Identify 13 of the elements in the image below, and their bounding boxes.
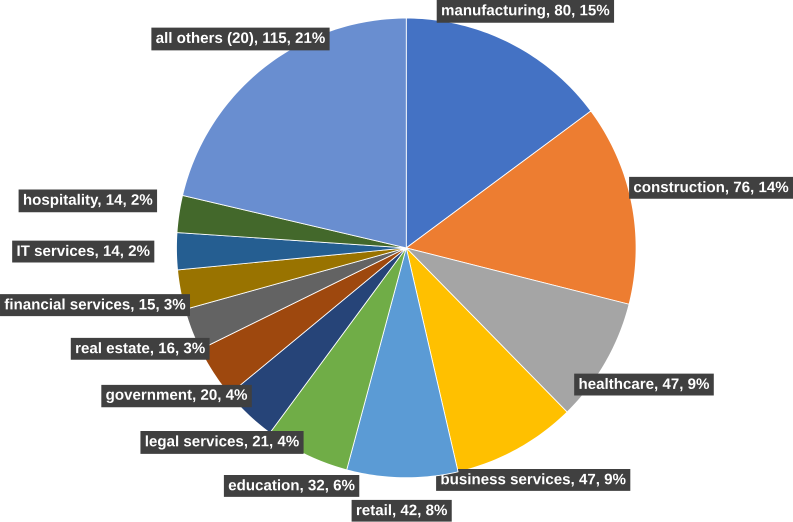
slice-label: financial services, 15, 3%: [4, 298, 186, 312]
slice-label: government, 20, 4%: [106, 389, 248, 404]
slice-label: legal services, 21, 4%: [146, 435, 299, 450]
slice-label: retail, 42, 8%: [356, 504, 448, 518]
slice-label: real estate, 16, 3%: [76, 342, 205, 356]
slice-label: all others (20), 115, 21%: [156, 32, 325, 46]
slice-label: business services, 47, 9%: [441, 473, 626, 487]
slice-label: construction, 76, 14%: [634, 181, 788, 195]
slice-label: IT services, 14, 2%: [17, 245, 150, 258]
slice-label: manufacturing, 80, 15%: [442, 4, 610, 19]
slice-label: healthcare, 47, 9%: [580, 378, 710, 392]
slice-label: education, 32, 6%: [228, 479, 355, 493]
slice-label: hospitality, 14, 2%: [24, 194, 152, 208]
